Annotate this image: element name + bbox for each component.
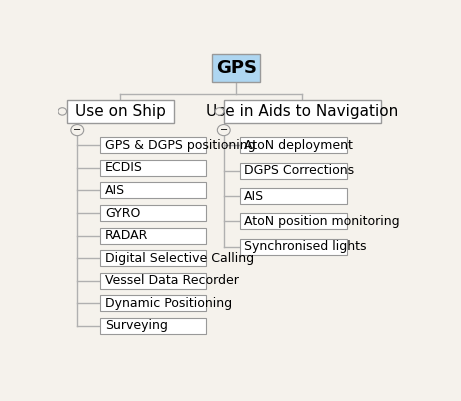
Text: Dynamic Positioning: Dynamic Positioning — [105, 297, 232, 310]
FancyBboxPatch shape — [100, 205, 206, 221]
FancyBboxPatch shape — [212, 54, 260, 82]
FancyBboxPatch shape — [100, 318, 206, 334]
Text: −: − — [73, 125, 81, 135]
Circle shape — [58, 108, 66, 115]
Circle shape — [215, 108, 224, 115]
Circle shape — [217, 125, 230, 136]
Circle shape — [71, 125, 84, 136]
Text: Surveying: Surveying — [105, 319, 168, 332]
Text: ECDIS: ECDIS — [105, 162, 142, 174]
FancyBboxPatch shape — [100, 295, 206, 311]
FancyBboxPatch shape — [100, 250, 206, 266]
FancyBboxPatch shape — [100, 138, 206, 154]
Text: GPS & DGPS positioning: GPS & DGPS positioning — [105, 139, 255, 152]
FancyBboxPatch shape — [100, 227, 206, 243]
FancyBboxPatch shape — [100, 273, 206, 289]
Text: AtoN position monitoring: AtoN position monitoring — [244, 215, 400, 228]
Text: AtoN deployment: AtoN deployment — [244, 139, 353, 152]
Text: −: − — [220, 125, 228, 135]
Text: Digital Selective Calling: Digital Selective Calling — [105, 251, 254, 265]
FancyBboxPatch shape — [224, 100, 381, 123]
Text: GYRO: GYRO — [105, 207, 140, 219]
Text: Synchronised lights: Synchronised lights — [244, 240, 366, 253]
Text: RADAR: RADAR — [105, 229, 148, 242]
Text: GPS: GPS — [216, 59, 257, 77]
Text: DGPS Corrections: DGPS Corrections — [244, 164, 354, 177]
FancyBboxPatch shape — [240, 163, 347, 179]
FancyBboxPatch shape — [66, 100, 174, 123]
Text: Use in Aids to Navigation: Use in Aids to Navigation — [206, 104, 398, 119]
FancyBboxPatch shape — [100, 182, 206, 198]
FancyBboxPatch shape — [100, 160, 206, 176]
Text: AIS: AIS — [244, 190, 264, 203]
Text: Vessel Data Recorder: Vessel Data Recorder — [105, 274, 239, 287]
FancyBboxPatch shape — [240, 138, 347, 154]
FancyBboxPatch shape — [240, 188, 347, 204]
FancyBboxPatch shape — [240, 239, 347, 255]
Text: Use on Ship: Use on Ship — [75, 104, 165, 119]
Text: AIS: AIS — [105, 184, 125, 197]
FancyBboxPatch shape — [240, 213, 347, 229]
